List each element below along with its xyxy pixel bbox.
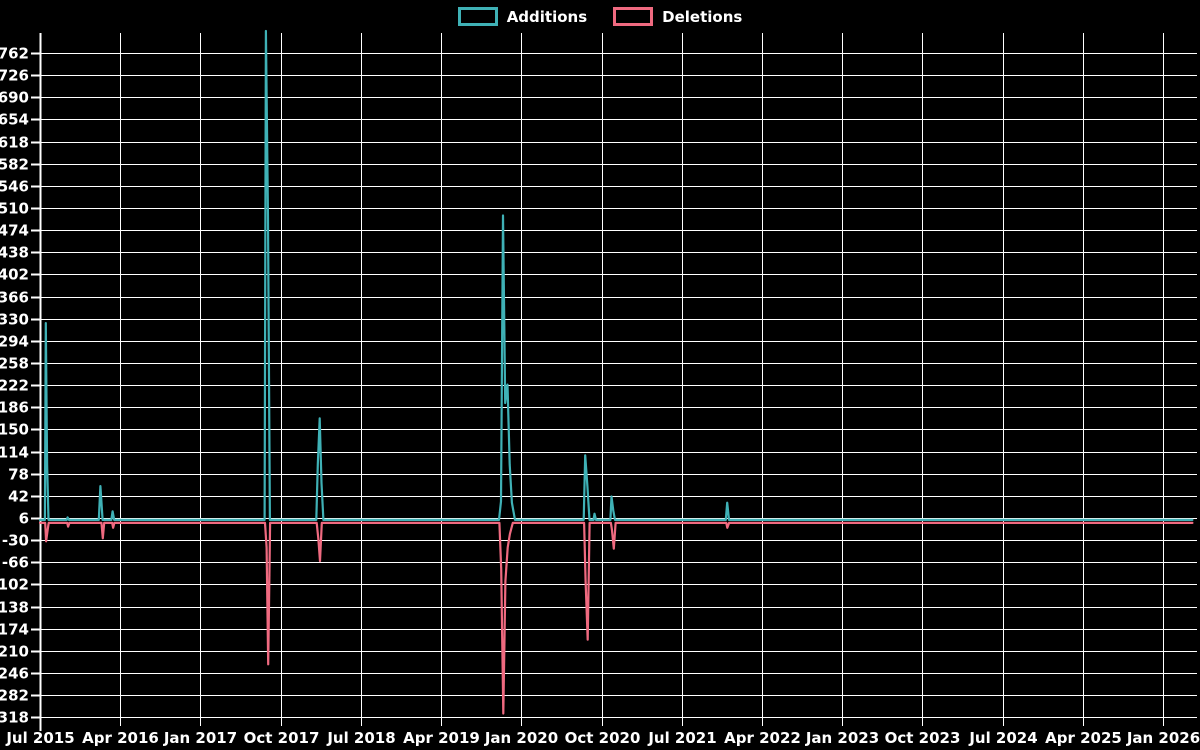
y-tick-label: 582: [0, 156, 29, 174]
y-tick-label: 690: [0, 89, 29, 107]
y-tick-label: -282: [0, 687, 29, 705]
y-tick-label: 366: [0, 289, 29, 307]
deletions-swatch-icon: [613, 7, 654, 26]
x-tick-label: Jul 2021: [647, 729, 716, 747]
x-tick-label: Oct 2023: [885, 729, 961, 747]
y-tick-label: 546: [0, 178, 29, 196]
legend-item-additions[interactable]: Additions: [457, 7, 588, 26]
legend-label-additions: Additions: [506, 7, 588, 26]
y-tick-label: 762: [0, 45, 29, 63]
y-tick-label: 186: [0, 399, 29, 417]
x-tick-label: Apr 2016: [82, 729, 159, 747]
x-tick-label: Apr 2025: [1045, 729, 1122, 747]
x-tick-label: Jan 2020: [484, 729, 558, 747]
y-tick-label: -102: [0, 576, 29, 594]
y-tick-label: 258: [0, 355, 29, 373]
chart-legend: Additions Deletions: [0, 7, 1200, 26]
y-tick-label: 42: [8, 488, 29, 506]
y-tick-label: 330: [0, 311, 29, 329]
y-tick-label: 510: [0, 200, 29, 218]
y-tick-label: 6: [19, 510, 29, 528]
y-tick-label: -138: [0, 599, 29, 617]
y-tick-label: 222: [0, 377, 29, 395]
y-tick-label: -210: [0, 643, 29, 661]
legend-item-deletions[interactable]: Deletions: [613, 7, 742, 26]
y-tick-label: -66: [2, 554, 29, 572]
y-tick-label: 114: [0, 444, 29, 462]
y-tick-label: 726: [0, 67, 29, 85]
y-tick-label: 474: [0, 222, 29, 240]
additions-line: [38, 29, 1194, 522]
x-tick-label: Apr 2019: [403, 729, 480, 747]
x-tick-label: Jan 2023: [805, 729, 879, 747]
y-tick-label: 654: [0, 111, 29, 129]
y-tick-label: -30: [2, 532, 29, 550]
x-tick-label: Apr 2022: [724, 729, 801, 747]
y-tick-label: -174: [0, 621, 29, 639]
x-tick-label: Jan 2026: [1126, 729, 1200, 747]
y-tick-label: 294: [0, 333, 29, 351]
y-tick-label: 618: [0, 134, 29, 152]
y-tick-label: 150: [0, 421, 29, 439]
y-tick-label: -318: [0, 709, 29, 727]
x-tick-label: Jul 2018: [326, 729, 395, 747]
x-tick-label: Oct 2017: [244, 729, 320, 747]
x-tick-label: Jan 2017: [163, 729, 237, 747]
y-tick-label: 402: [0, 266, 29, 284]
deletions-line: [38, 521, 1194, 715]
y-tick-label: 438: [0, 244, 29, 262]
x-tick-label: Oct 2020: [565, 729, 641, 747]
legend-label-deletions: Deletions: [662, 7, 743, 26]
x-tick-label: Jul 2015: [5, 729, 74, 747]
y-tick-label: 78: [8, 466, 29, 484]
y-tick-label: -246: [0, 665, 29, 683]
additions-swatch-icon: [457, 7, 498, 26]
x-tick-label: Jul 2024: [968, 729, 1037, 747]
